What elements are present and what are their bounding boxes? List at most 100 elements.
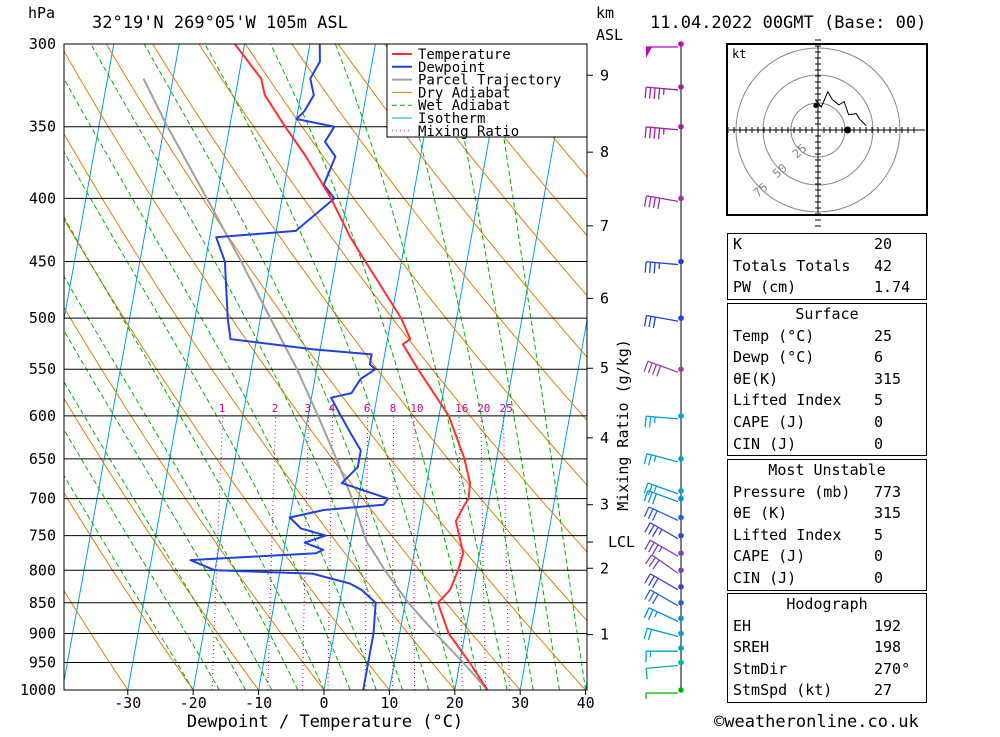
mu-li-value: 5 — [874, 525, 884, 544]
wind-barb-shaft — [646, 664, 679, 669]
dry-adiabat-line — [64, 492, 194, 690]
wind-barb-flag — [657, 128, 661, 140]
wind-barb-half-flag — [662, 128, 665, 135]
dry-adiabat-line — [430, 44, 587, 237]
wind-barb-shaft — [646, 261, 679, 266]
wind-barb-half-flag — [658, 546, 663, 553]
wind-barb-shaft — [647, 490, 679, 503]
wind-barb-dot — [678, 583, 684, 590]
wind-barb-flag — [643, 315, 648, 327]
wind-barb-half-flag — [658, 529, 663, 535]
wind-barb-flag — [643, 490, 649, 502]
mixing-ratio-axis-title: Mixing Ratio (g/kg) — [614, 339, 632, 511]
temp-tick-label: -30 — [114, 694, 141, 712]
mu-cape-label: CAPE (J) — [733, 547, 806, 566]
wind-barb-flag — [648, 575, 655, 586]
pressure-tick-label: 400 — [29, 189, 56, 207]
wind-barb-flag — [644, 522, 651, 533]
wind-barb — [645, 645, 684, 663]
wind-barb-flag — [653, 262, 656, 274]
wind-barb-dot — [678, 84, 684, 90]
pressure-tick-label: 1000 — [20, 681, 56, 699]
wind-barb-flag — [657, 198, 661, 210]
wind-barb — [643, 506, 684, 522]
wind-barb-flag — [647, 362, 653, 374]
wind-barb — [644, 258, 684, 274]
k-index-value: 20 — [874, 235, 893, 253]
most-unstable-title: Most Unstable — [768, 461, 886, 479]
wind-barb-shaft — [646, 452, 679, 463]
wind-barb-flag — [643, 506, 650, 518]
wind-barb-dot — [678, 456, 684, 462]
wind-barb-shaft — [648, 506, 679, 522]
surface-cin-label: CIN (J) — [733, 434, 797, 453]
wind-barb-flag — [643, 628, 648, 639]
wind-barb-flag — [657, 88, 661, 100]
surface-thetae-value: 315 — [874, 369, 902, 388]
wind-barb-flag — [648, 542, 655, 553]
temp-tick-label: 30 — [511, 694, 529, 712]
surface-dewp-value: 6 — [874, 348, 884, 367]
legend-entry: Isotherm — [418, 111, 485, 127]
km-tick-label: 8 — [600, 143, 609, 161]
hodograph-start-dot — [813, 102, 819, 108]
temp-tick-label: -10 — [245, 694, 272, 712]
wind-barb — [643, 452, 684, 466]
wind-barb — [644, 522, 684, 540]
pressure-tick-label: 500 — [29, 309, 56, 327]
indices-table: K 20 Totals Totals 42 PW (cm) 1.74 — [727, 233, 927, 300]
wet-adiabat-line — [444, 44, 560, 690]
pressure-tick-label: 800 — [29, 561, 56, 579]
isotherm-line — [258, 44, 376, 690]
wind-barb-shaft — [651, 554, 679, 574]
wind-barb-flag — [647, 629, 653, 641]
wind-barb-dot — [678, 41, 684, 47]
wind-barb-flag — [648, 416, 652, 428]
mu-cape-value: 0 — [874, 547, 884, 566]
wet-adiabat-line — [143, 44, 430, 690]
wind-barb-flag — [648, 196, 652, 208]
dewpoint-line — [189, 44, 389, 690]
wind-barb-shaft — [649, 573, 679, 591]
legend-entry: Mixing Ratio — [418, 124, 519, 140]
wind-barb-shaft — [647, 360, 679, 373]
wind-barb-flag — [648, 524, 655, 535]
wind-barb-dot — [678, 687, 684, 693]
wind-barb — [643, 482, 684, 496]
storm-motion-dot — [844, 126, 852, 134]
wind-barb-dot — [678, 514, 684, 521]
mixing-ratio-label: 1 — [219, 402, 226, 415]
mixing-ratio-labels: 1 2 3 4 6 8 10 16 20 25 — [219, 402, 513, 415]
wind-barb-shaft — [646, 314, 679, 322]
datetime-title: 11.04.2022 00GMT (Base: 00) — [650, 13, 926, 33]
legend-entry: Wet Adiabat — [418, 98, 511, 114]
wind-barb-dot — [678, 645, 684, 651]
sreh-value: 198 — [874, 638, 902, 657]
wind-barb-flag — [647, 508, 654, 520]
isotherm-line — [388, 44, 507, 690]
legend-entry: Temperature — [418, 47, 511, 63]
wind-barb-flag — [643, 482, 649, 494]
wind-barb — [644, 554, 684, 574]
wind-barb-flag — [652, 364, 657, 375]
wind-barb — [643, 195, 684, 210]
credit-text[interactable]: ©weatheronline.co.uk — [714, 712, 919, 732]
surface-dewp-label: Dewp (°C) — [733, 348, 815, 367]
wind-barb-flag — [644, 539, 651, 551]
wind-barb-flag — [648, 87, 652, 99]
mu-thetae-label: θE (K) — [733, 504, 788, 523]
mixing-ratio-line — [211, 415, 224, 690]
wind-barb-dot — [678, 659, 684, 666]
wind-barb-flag — [644, 416, 647, 428]
wind-barb-dot — [678, 599, 684, 606]
mixing-ratio-line — [267, 415, 277, 690]
pw-value: 1.74 — [874, 278, 911, 297]
wind-barb — [643, 360, 684, 377]
dry-adiabat-line — [64, 218, 390, 690]
stmspd-label: StmSpd (kt) — [733, 681, 833, 700]
mu-li-label: Lifted Index — [733, 525, 842, 544]
wind-barb-flag — [645, 668, 648, 680]
wind-barb — [646, 41, 684, 58]
